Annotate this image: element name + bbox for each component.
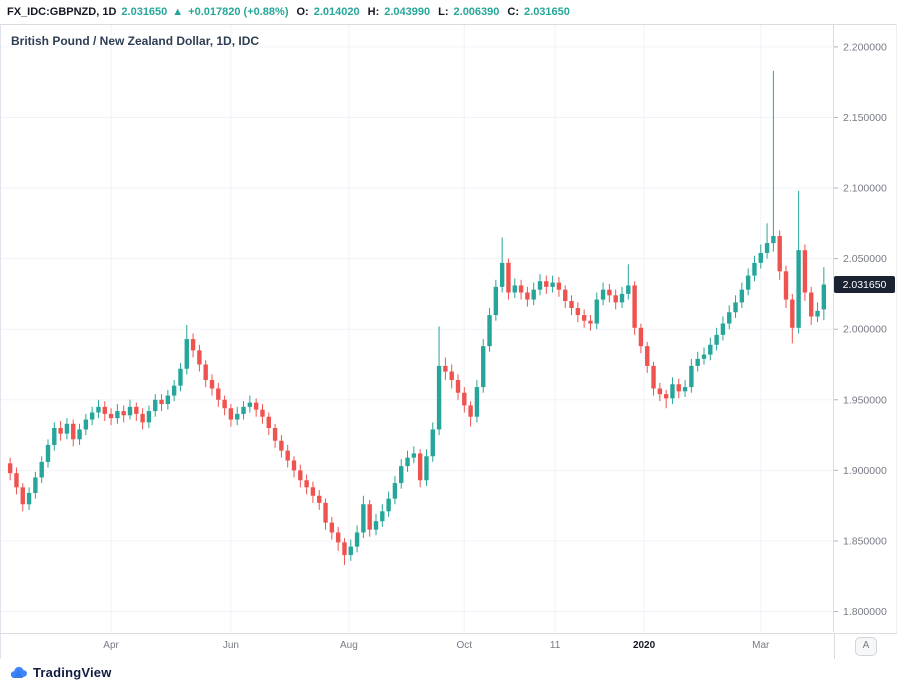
y-axis-tick-label: 2.000000 xyxy=(843,324,887,336)
x-axis-label: 11 xyxy=(549,640,561,651)
x-axis-label: Mar xyxy=(752,640,770,651)
last-price-tag: 2.031650 xyxy=(834,276,895,294)
symbol-title[interactable]: FX_IDC:GBPNZD, 1D xyxy=(7,6,117,18)
y-axis-tick-label: 2.200000 xyxy=(843,41,887,53)
open-label: O: xyxy=(296,6,309,18)
x-axis-label: Oct xyxy=(456,640,473,651)
last-price: 2.031650 xyxy=(121,6,168,18)
y-axis-tick-label: 1.950000 xyxy=(843,394,887,406)
time-axis[interactable]: A Apr Jun Aug Oct 11 2020 Mar xyxy=(0,633,897,659)
x-axis-label: Aug xyxy=(339,640,358,651)
y-axis-tick-label: 1.900000 xyxy=(843,465,887,477)
footer: TradingView xyxy=(0,659,897,685)
y-axis-tick-label: 1.800000 xyxy=(843,606,887,618)
y-axis-tick-label: 2.150000 xyxy=(843,112,887,124)
chart-legend[interactable]: British Pound / New Zealand Dollar, 1D, … xyxy=(11,34,260,48)
chart-pane[interactable]: British Pound / New Zealand Dollar, 1D, … xyxy=(0,24,897,633)
open-value: 2.014020 xyxy=(313,6,360,18)
y-axis-tick-label: 2.100000 xyxy=(843,183,887,195)
y-axis-tick-label: 1.850000 xyxy=(843,535,887,547)
x-axis-label: 2020 xyxy=(632,640,656,651)
tradingview-logo-icon[interactable] xyxy=(9,665,28,679)
low-value: 2.006390 xyxy=(453,6,500,18)
auto-scale-button[interactable]: A xyxy=(855,637,877,656)
y-axis-tick-label: 2.050000 xyxy=(843,253,887,265)
x-axis-label: Apr xyxy=(103,640,119,651)
svg-text:2.031650: 2.031650 xyxy=(843,279,887,291)
price-change: +0.017820 (+0.88%) xyxy=(188,6,289,18)
high-label: H: xyxy=(367,6,380,18)
candlestick-chart[interactable]: 2.200000 2.150000 2.100000 2.050000 2.000000… xyxy=(1,25,896,632)
tradingview-wordmark[interactable]: TradingView xyxy=(33,664,112,680)
symbol-info-bar: FX_IDC:GBPNZD, 1D 2.031650 ▲ +0.017820 (… xyxy=(0,0,897,24)
close-label: C: xyxy=(507,6,520,18)
x-axis-label: Jun xyxy=(222,640,239,651)
high-value: 2.043990 xyxy=(384,6,431,18)
up-arrow-icon: ▲ xyxy=(172,6,184,18)
axis-corner: A xyxy=(834,634,897,659)
low-label: L: xyxy=(438,6,449,18)
close-value: 2.031650 xyxy=(524,6,570,18)
